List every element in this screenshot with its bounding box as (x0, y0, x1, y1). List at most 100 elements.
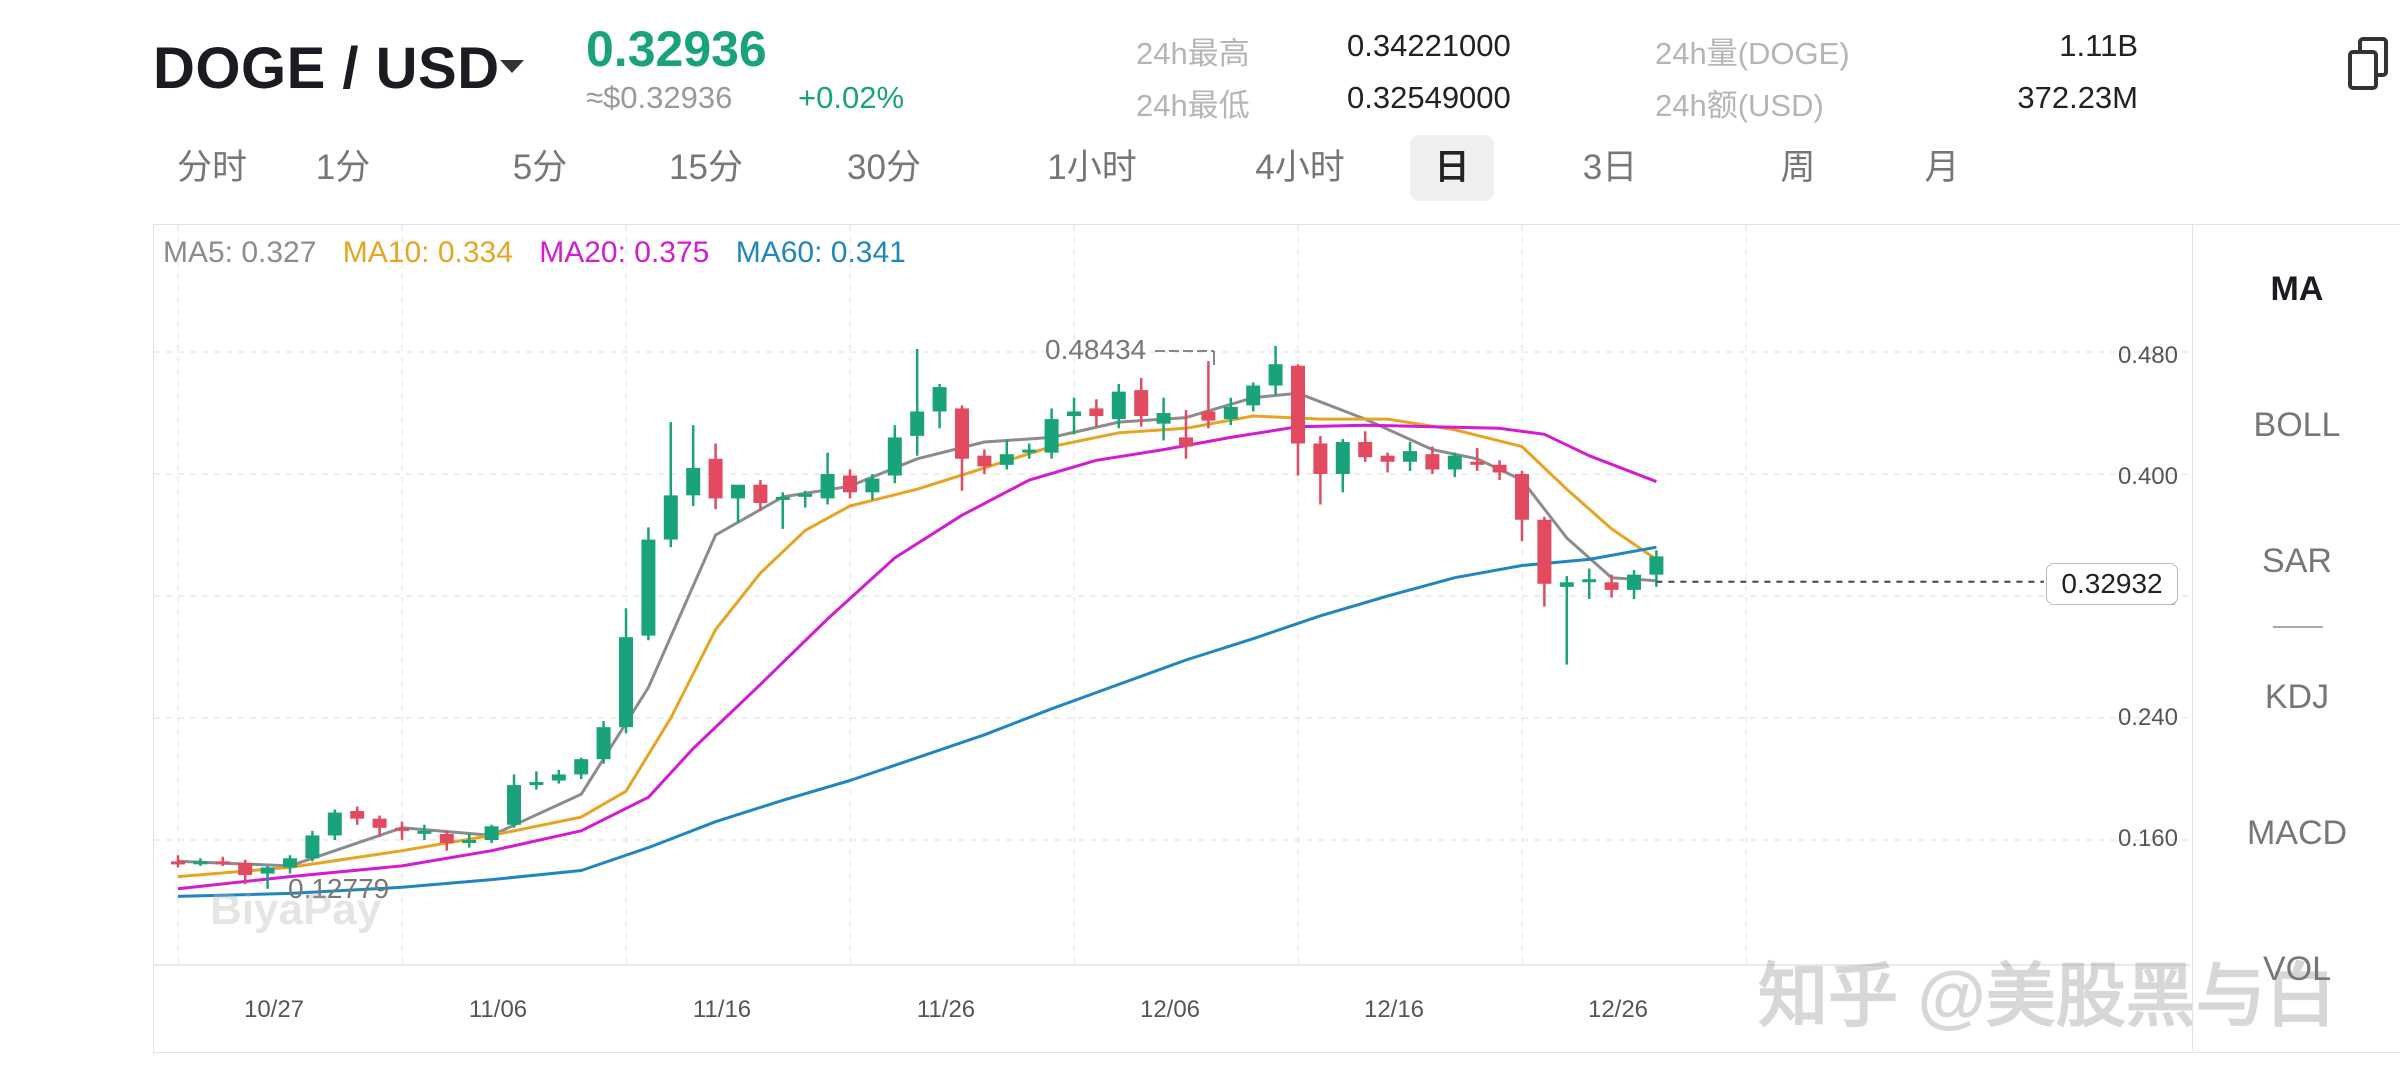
candle-body (238, 862, 253, 876)
timeframe-tabs: 分时 1分 5分 15分 30分 1小时 4小时 日 3日 周 月 (150, 135, 1980, 201)
candle-body (619, 637, 633, 728)
indicator-divider (2273, 626, 2323, 628)
last-price: 0.32936 (586, 21, 767, 77)
stat-amount-label: 24h额(USD) (1655, 88, 1824, 123)
indicator-sar[interactable]: SAR (2262, 542, 2332, 580)
price-change: +0.02% (798, 80, 905, 115)
copy-icon[interactable] (2346, 36, 2390, 92)
tab-month[interactable]: 月 (1924, 148, 1960, 187)
indicator-kdj[interactable]: KDJ (2264, 678, 2330, 716)
price-usd: ≈$0.32936 (586, 80, 733, 115)
x-tick-label: 11/06 (468, 996, 528, 1023)
indicator-sidebar: MA BOLL SAR KDJ MACD VOL (2192, 224, 2400, 1051)
candle-body (574, 759, 589, 775)
y-tick-label: 0.400 (2117, 463, 2178, 490)
high-annotation: 0.48434 (1045, 334, 1147, 365)
tab-5min[interactable]: 5分 (512, 148, 568, 187)
candle-body (1246, 385, 1261, 406)
candle-body (1201, 411, 1216, 421)
candle-body (1559, 582, 1574, 587)
tab-3day[interactable]: 3日 (1582, 148, 1638, 187)
tab-week[interactable]: 周 (1780, 148, 1816, 187)
candle-body (1582, 579, 1597, 583)
indicator-boll[interactable]: BOLL (2253, 406, 2341, 444)
tab-30min[interactable]: 30分 (847, 148, 921, 187)
candle-body (887, 437, 902, 476)
x-tick-label: 10/27 (243, 996, 305, 1023)
brand-watermark: BiyaPay (210, 885, 382, 934)
candle-body (1089, 408, 1104, 417)
candle-body (372, 818, 387, 828)
candle-body (1604, 582, 1619, 590)
ma20-label: MA20: 0.375 (539, 236, 710, 269)
candle-body (193, 861, 208, 865)
candle-body (596, 727, 611, 760)
tab-day[interactable]: 日 (1410, 135, 1494, 201)
candle-body (708, 458, 723, 499)
x-tick-label: 12/06 (1139, 996, 1201, 1023)
candle-body (641, 539, 656, 636)
indicator-vol[interactable]: VOL (2262, 950, 2332, 988)
candle-body (1134, 390, 1149, 417)
indicator-macd[interactable]: MACD (2246, 814, 2348, 852)
candle-body (731, 484, 745, 499)
candle-body (1537, 519, 1552, 584)
tab-15min[interactable]: 15分 (669, 148, 743, 187)
ma10-label: MA10: 0.334 (342, 236, 513, 269)
candle-body (1627, 574, 1641, 590)
tab-4h[interactable]: 4小时 (1255, 148, 1345, 187)
candle-body (843, 475, 857, 493)
candle-body (1515, 474, 1529, 520)
candle-body (1649, 556, 1664, 575)
x-tick-label: 12/16 (1363, 996, 1425, 1023)
candle-body (663, 495, 678, 540)
candle-body (753, 484, 768, 503)
candle-body (686, 467, 701, 496)
ma5-label: MA5: 0.327 (163, 236, 317, 269)
candle-body (529, 782, 544, 786)
ma60-label: MA60: 0.341 (735, 236, 906, 269)
candle-body (395, 827, 409, 831)
indicator-ma[interactable]: MA (2270, 270, 2324, 308)
candle-body (1470, 461, 1485, 465)
candle-body (1111, 391, 1126, 420)
candle-body (1291, 365, 1305, 444)
candle-body (1268, 364, 1283, 386)
ma-line-ma10 (177, 414, 1658, 879)
y-tick-label: 0.240 (2117, 704, 2178, 731)
chevron-down-icon[interactable] (500, 60, 524, 73)
x-tick-label: 11/16 (692, 996, 752, 1023)
chart-frame (153, 224, 2400, 1053)
candle-body (439, 833, 454, 844)
pair-title[interactable]: DOGE / USD (153, 36, 500, 101)
tab-1h[interactable]: 1小时 (1047, 148, 1137, 187)
y-tick-label: 0.160 (2117, 825, 2178, 852)
x-tick-label: 12/26 (1587, 996, 1649, 1023)
y-tick-label: 0.480 (2117, 342, 2178, 369)
low-annotation: 0.12779 (288, 873, 390, 904)
candle-body (417, 830, 432, 834)
candle-body (1335, 441, 1350, 474)
candle-body (999, 454, 1014, 465)
ma-legend: MA5: 0.327 MA10: 0.334 MA20: 0.375 MA60:… (163, 236, 924, 270)
candle-body (1022, 449, 1037, 453)
candle-body (551, 774, 566, 781)
candle-body (798, 493, 813, 497)
ma-line-ma20 (177, 423, 1657, 891)
stat-low-label: 24h最低 (1136, 88, 1250, 123)
candle-body (1358, 441, 1373, 458)
candle-body (865, 478, 880, 493)
candle-body (283, 858, 297, 868)
candle-body (955, 408, 969, 459)
tab-1min[interactable]: 1分 (315, 148, 371, 187)
stat-volume-value: 1.11B (2059, 28, 2138, 63)
stat-high-label: 24h最高 (1136, 36, 1250, 71)
candle-body (215, 861, 230, 865)
candle-body (260, 867, 275, 874)
stat-amount-value: 372.23M (2017, 80, 2138, 115)
candle-body (1044, 419, 1059, 453)
candle-body (171, 861, 185, 865)
tab-timeshare[interactable]: 分时 (176, 148, 247, 187)
stat-volume-label: 24h量(DOGE) (1655, 36, 1850, 71)
candlestick-chart[interactable] (154, 225, 2190, 1050)
